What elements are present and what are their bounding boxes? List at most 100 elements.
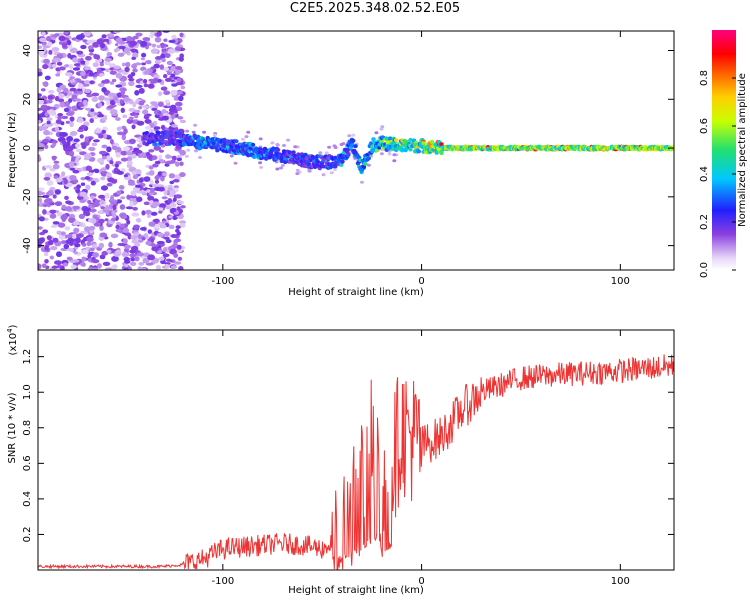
spectrogram-cell	[145, 45, 149, 50]
spectrogram-cell	[110, 217, 116, 222]
colorbar-tick-label: 0.2	[699, 214, 710, 230]
spectrogram-cell	[38, 237, 45, 244]
spectrogram-cell	[116, 190, 122, 195]
spectrogram-cell	[132, 35, 139, 40]
spectrogram-cell	[93, 53, 98, 60]
spectrogram-cell	[159, 149, 164, 153]
spectrogram-cell	[122, 146, 131, 151]
spectrogram-cell	[349, 143, 355, 148]
spectrogram-cell	[63, 178, 68, 185]
spectrogram-cell	[43, 123, 51, 127]
spectrogram-cell	[80, 177, 87, 181]
spectrogram-cell	[153, 145, 162, 151]
spectrogram-cell	[101, 34, 107, 39]
spectrogram-cell	[262, 146, 268, 151]
spectrogram-cell	[259, 165, 264, 169]
spectrogram-cell	[124, 66, 130, 72]
spectrogram-cell	[89, 110, 97, 117]
spectrogram-cell	[69, 150, 75, 157]
spectrogram-cell	[179, 220, 187, 225]
spectrogram-cell	[54, 260, 62, 265]
spectrogram-cell	[91, 259, 100, 264]
spectrogram-cell	[146, 189, 151, 193]
spectrogram-cell	[88, 52, 94, 56]
spectrogram-cell	[282, 144, 286, 147]
spectrogram-cell	[117, 126, 123, 131]
spectrogram-cell	[72, 220, 80, 226]
spectrogram-cell	[65, 111, 74, 116]
spectrogram-cell	[90, 218, 97, 224]
spectrogram-cell	[156, 232, 164, 238]
spectrogram-cell	[281, 149, 287, 154]
spectrogram-cell	[49, 213, 57, 219]
figure-title: C2E5.2025.348.02.52.E05	[289, 1, 461, 16]
spectrogram-cell	[168, 111, 175, 115]
spectrogram-cell	[59, 66, 66, 71]
spectrogram-cell	[43, 177, 51, 181]
spectrogram-cell	[202, 130, 207, 134]
spectrogram-cell	[42, 138, 50, 144]
top-axes: -100 0 100 -40 -20 0 20 40	[22, 31, 674, 287]
spectrogram-cell	[163, 38, 168, 42]
spectrogram-cell	[106, 249, 112, 254]
spectrogram-cell	[152, 201, 161, 207]
spectrogram-cell	[164, 231, 170, 237]
spectrogram-cell	[76, 233, 84, 239]
y-tick-label: 40	[22, 44, 33, 57]
spectrogram-cell	[53, 175, 59, 180]
spectrogram-cell	[374, 131, 379, 135]
spectrogram-cell	[155, 187, 161, 192]
spectrogram-cell	[151, 246, 158, 252]
spectrogram-cell	[161, 220, 168, 224]
spectrogram-cell	[86, 172, 94, 177]
spectrogram-cell	[162, 247, 168, 253]
spectrogram-cell	[361, 164, 367, 169]
spectrogram-cell	[94, 112, 99, 116]
spectrogram-cell	[104, 61, 111, 66]
colorbar-tick-label: 0.8	[699, 70, 710, 86]
spectrogram-cell	[179, 161, 184, 167]
spectrogram-cell	[38, 71, 43, 77]
spectrogram-cell	[80, 182, 86, 186]
spectrogram-cell	[71, 106, 76, 111]
spectrogram-cell	[145, 240, 152, 246]
spectrogram-cell	[131, 63, 138, 69]
spectrogram-cell	[112, 31, 121, 34]
colorbar: 0.0 0.2 0.4 0.6 0.8 Normalized spectral ampl…	[699, 30, 748, 278]
spectrogram-cell	[69, 63, 74, 70]
spectrogram-cell	[95, 199, 100, 203]
spectrogram-cell	[244, 135, 249, 139]
spectrogram-cell	[71, 233, 78, 239]
spectrogram-cell	[58, 35, 66, 42]
spectrogram-cell	[103, 79, 110, 84]
spectrogram-cell	[38, 45, 42, 49]
spectrogram-cell	[229, 154, 234, 158]
spectrogram-cell	[141, 52, 147, 58]
spectrogram-cell	[76, 88, 84, 92]
spectrogram-cell	[115, 72, 123, 79]
spectrogram-cell	[59, 132, 67, 137]
spectrogram-cell	[136, 196, 143, 203]
spectrogram-cell	[150, 80, 157, 84]
spectrogram-cell	[72, 57, 78, 63]
spectrogram-cell	[106, 52, 113, 57]
spectrogram-cell	[142, 267, 147, 270]
spectrogram-cell	[172, 179, 180, 183]
spectrogram-cell	[79, 191, 87, 197]
spectrogram-cell	[101, 155, 107, 160]
spectrogram-cell	[146, 60, 152, 65]
spectrogram-cell	[96, 67, 102, 74]
spectrogram-cell	[131, 153, 137, 159]
spectrogram-cell	[387, 152, 392, 156]
spectrogram-cell	[156, 31, 162, 37]
spectrogram-cell	[271, 146, 276, 151]
spectrogram-cell	[38, 226, 43, 230]
spectrogram-cell	[69, 167, 76, 171]
spectrogram-cell	[76, 50, 84, 55]
spectrogram-cell	[120, 150, 128, 156]
spectrogram-cell	[73, 98, 81, 102]
spectrogram-cell	[124, 262, 129, 268]
spectrogram-cell	[129, 257, 136, 262]
spectrogram-cell	[145, 262, 154, 266]
spectrogram-cell	[74, 243, 81, 248]
